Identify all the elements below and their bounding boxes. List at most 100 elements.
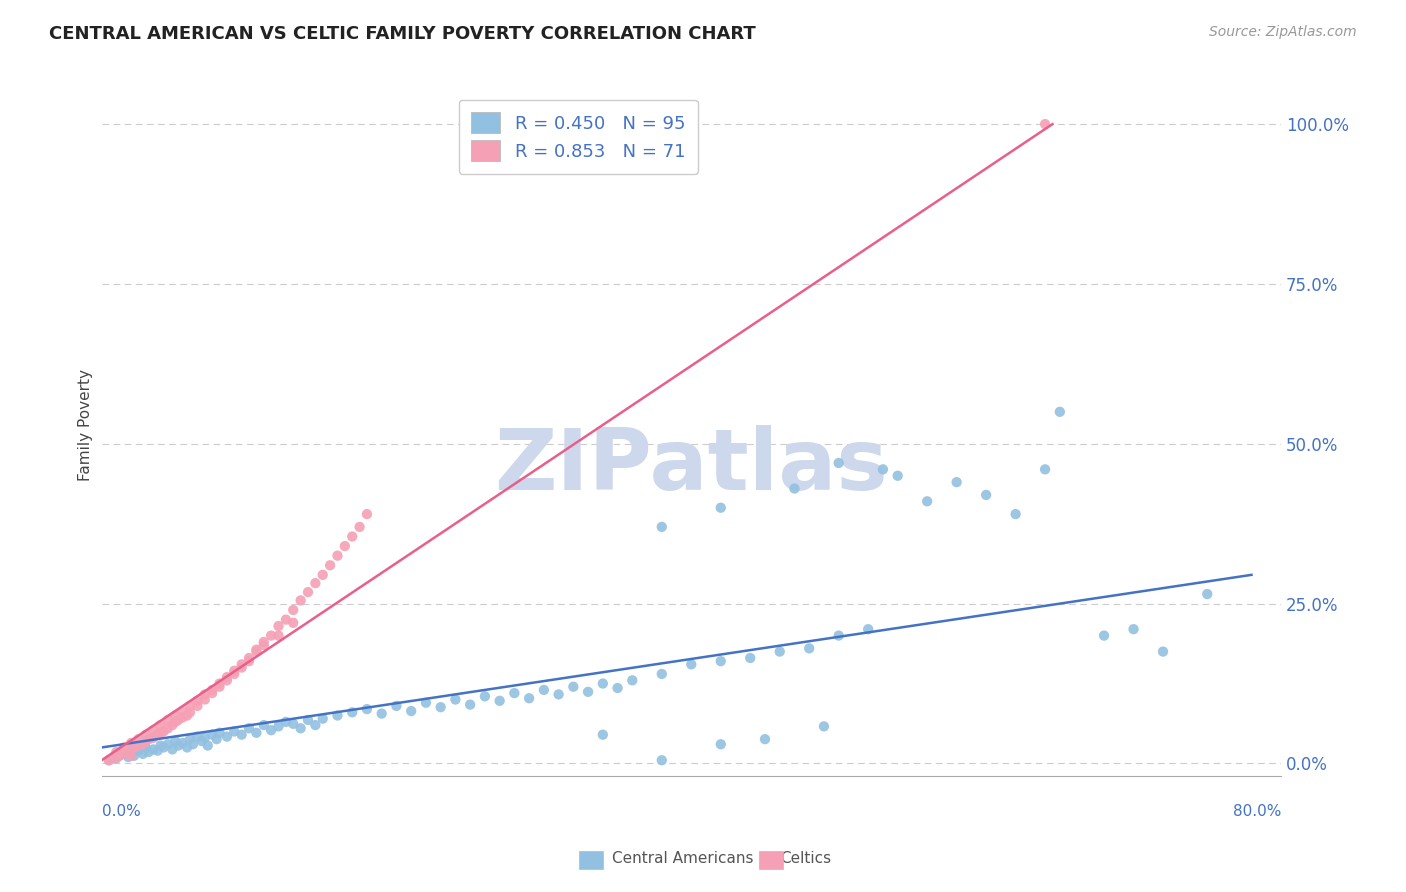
Point [349, 520, 371, 534]
Text: Central Americans: Central Americans [612, 851, 754, 865]
Point [974, 488, 997, 502]
Point [356, 702, 378, 716]
Point [754, 732, 776, 747]
Point [98, 753, 121, 767]
Point [142, 731, 165, 745]
Point [105, 751, 128, 765]
Point [215, 730, 238, 744]
Point [156, 713, 179, 727]
Point [120, 745, 142, 759]
Point [458, 698, 481, 712]
Point [176, 740, 198, 755]
Point [681, 657, 703, 672]
Point [208, 725, 231, 739]
Point [297, 585, 319, 599]
Point [267, 719, 290, 733]
Point [283, 716, 305, 731]
Point [186, 694, 208, 708]
Point [205, 732, 228, 747]
Point [149, 718, 172, 732]
Point [117, 750, 139, 764]
Point [120, 748, 142, 763]
Point [108, 748, 131, 763]
Point [103, 751, 125, 765]
Point [856, 622, 879, 636]
Point [370, 706, 392, 721]
Point [267, 629, 290, 643]
Point [886, 468, 908, 483]
Point [290, 593, 312, 607]
Point [592, 676, 614, 690]
Point [142, 742, 165, 756]
Point [710, 654, 733, 668]
Point [1033, 117, 1056, 131]
Point [132, 747, 155, 761]
Point [253, 638, 276, 652]
Point [172, 736, 194, 750]
Point [231, 657, 253, 672]
Point [245, 642, 267, 657]
Point [503, 686, 526, 700]
Point [333, 539, 356, 553]
Point [828, 629, 851, 643]
Point [312, 712, 335, 726]
Text: Source: ZipAtlas.com: Source: ZipAtlas.com [1209, 25, 1357, 39]
Point [224, 724, 246, 739]
Point [152, 740, 174, 755]
Point [710, 737, 733, 751]
Point [1004, 507, 1026, 521]
Text: 0.0%: 0.0% [101, 804, 141, 819]
Point [105, 750, 128, 764]
Point [274, 613, 297, 627]
Point [127, 744, 149, 758]
Legend: R = 0.450   N = 95, R = 0.853   N = 71: R = 0.450 N = 95, R = 0.853 N = 71 [458, 100, 697, 174]
Point [290, 721, 312, 735]
Point [1122, 622, 1144, 636]
Point [274, 714, 297, 729]
Point [167, 739, 190, 753]
Y-axis label: Family Poverty: Family Poverty [79, 368, 93, 481]
Point [224, 667, 246, 681]
Point [146, 728, 169, 742]
Point [98, 753, 121, 767]
Point [162, 718, 184, 732]
Point [385, 698, 408, 713]
Point [156, 721, 179, 735]
Point [103, 750, 125, 764]
Point [429, 700, 451, 714]
Point [135, 728, 157, 742]
Point [165, 708, 187, 723]
Point [208, 676, 231, 690]
Text: Celtics: Celtics [780, 851, 831, 865]
Point [146, 744, 169, 758]
Point [342, 529, 364, 543]
Point [444, 692, 467, 706]
Point [710, 500, 733, 515]
Point [651, 667, 673, 681]
Point [319, 558, 342, 573]
Point [179, 706, 201, 720]
Point [621, 673, 644, 688]
Point [533, 682, 555, 697]
Point [162, 742, 184, 756]
Point [238, 651, 260, 665]
Point [112, 747, 135, 761]
Point [245, 644, 267, 658]
Point [179, 732, 201, 747]
Point [215, 670, 238, 684]
Point [186, 730, 208, 744]
Text: CENTRAL AMERICAN VS CELTIC FAMILY POVERTY CORRELATION CHART: CENTRAL AMERICAN VS CELTIC FAMILY POVERT… [49, 25, 756, 43]
Point [181, 737, 204, 751]
Point [149, 725, 172, 739]
Point [260, 629, 283, 643]
Point [1197, 587, 1219, 601]
Point [326, 549, 349, 563]
Point [783, 482, 806, 496]
Point [356, 507, 378, 521]
Point [127, 739, 149, 753]
Point [253, 635, 276, 649]
Point [1092, 629, 1115, 643]
Point [108, 748, 131, 763]
Point [138, 745, 160, 759]
Point [149, 739, 172, 753]
